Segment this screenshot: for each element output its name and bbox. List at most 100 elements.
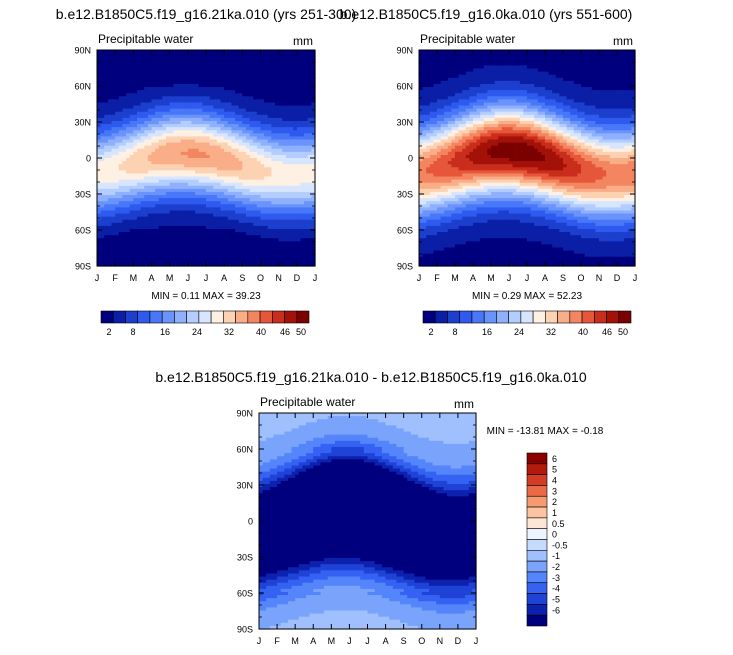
heatmap-cell xyxy=(444,83,449,88)
heatmap-cell xyxy=(444,250,449,255)
heatmap-cell xyxy=(155,77,160,82)
heatmap-cell xyxy=(451,133,456,137)
heatmap-cell xyxy=(129,219,134,224)
heatmap-cell xyxy=(209,102,214,107)
heatmap-cell xyxy=(111,65,116,70)
heatmap-cell xyxy=(264,133,269,137)
heatmap-cell xyxy=(136,170,142,175)
heatmap-cell xyxy=(126,136,131,141)
heatmap-cell xyxy=(285,216,291,221)
chart-title: b.e12.B1850C5.f19_g16.21ka.010 (yrs 251-… xyxy=(56,6,356,22)
heatmap-cell xyxy=(296,68,302,73)
heatmap-cell xyxy=(282,241,287,245)
heatmap-cell xyxy=(444,108,449,113)
heatmap-cell xyxy=(419,62,424,67)
heatmap-cell xyxy=(169,195,174,199)
heatmap-cell xyxy=(104,50,109,54)
heatmap-cell xyxy=(144,238,149,242)
heatmap-cell xyxy=(195,185,200,190)
heatmap-cell xyxy=(451,142,456,147)
heatmap-cell xyxy=(231,53,236,57)
heatmap-cell xyxy=(245,133,251,137)
heatmap-cell xyxy=(107,117,113,122)
heatmap-cell xyxy=(100,136,105,141)
heatmap-cell xyxy=(180,179,185,184)
heatmap-cell xyxy=(115,142,120,147)
heatmap-cell xyxy=(126,161,131,165)
heatmap-cell xyxy=(289,68,294,73)
heatmap-cell xyxy=(289,148,294,153)
heatmap-cell xyxy=(227,262,233,267)
heatmap-cell xyxy=(285,256,291,261)
heatmap-cell xyxy=(133,136,138,141)
heatmap-cell xyxy=(198,222,203,227)
heatmap-cell xyxy=(107,210,113,215)
heatmap-cell xyxy=(162,124,167,128)
heatmap-cell xyxy=(249,83,254,88)
heatmap-cell xyxy=(296,62,302,67)
heatmap-cell xyxy=(100,111,105,116)
heatmap-cell xyxy=(176,198,182,202)
heatmap-cell xyxy=(162,170,167,175)
heatmap-cell xyxy=(100,133,105,137)
heatmap-cell xyxy=(235,71,240,76)
heatmap-cell xyxy=(437,50,442,54)
heatmap-cell xyxy=(202,201,207,205)
heatmap-cell xyxy=(180,195,185,199)
heatmap-cell xyxy=(419,136,424,141)
heatmap-cell xyxy=(129,207,134,212)
heatmap-cell xyxy=(293,139,298,144)
heatmap-cell xyxy=(282,130,287,134)
heatmap-cell xyxy=(271,173,276,178)
heatmap-cell xyxy=(311,247,316,252)
heatmap-cell xyxy=(173,117,178,122)
heatmap-cell xyxy=(278,170,283,175)
heatmap-cell xyxy=(151,173,156,178)
heatmap-cell xyxy=(433,127,438,131)
heatmap-cell xyxy=(253,93,258,97)
heatmap-cell xyxy=(173,114,178,119)
heatmap-cell xyxy=(216,80,222,85)
heatmap-cell xyxy=(151,148,156,153)
heatmap-cell xyxy=(271,256,276,261)
heatmap-cell xyxy=(271,253,276,258)
heatmap-cell xyxy=(253,148,258,153)
heatmap-cell xyxy=(304,151,309,156)
heatmap-cell xyxy=(419,151,424,156)
heatmap-cell xyxy=(191,117,196,122)
heatmap-cell xyxy=(275,253,280,258)
heatmap-cell xyxy=(278,124,283,128)
heatmap-cell xyxy=(129,105,134,110)
heatmap-cell xyxy=(267,161,272,165)
heatmap-cell xyxy=(169,161,174,165)
heatmap-cell xyxy=(282,59,287,63)
heatmap-cell xyxy=(264,142,269,147)
heatmap-cell xyxy=(184,151,189,156)
heatmap-cell xyxy=(296,167,302,171)
heatmap-cell xyxy=(444,216,449,221)
heatmap-cell xyxy=(166,139,171,144)
heatmap-cell xyxy=(231,161,236,165)
heatmap-cell xyxy=(173,164,178,168)
heatmap-cell xyxy=(220,105,225,110)
heatmap-cell xyxy=(293,124,298,128)
heatmap-cell xyxy=(191,228,196,233)
heatmap-cell xyxy=(176,154,182,159)
heatmap-cell xyxy=(282,188,287,193)
heatmap-cell xyxy=(282,167,287,171)
heatmap-cell xyxy=(97,62,102,67)
heatmap-cell xyxy=(311,130,316,134)
heatmap-cell xyxy=(238,222,243,227)
heatmap-cell xyxy=(278,145,283,150)
heatmap-cell xyxy=(307,145,312,150)
heatmap-cell xyxy=(293,222,298,227)
heatmap-cell xyxy=(133,148,138,153)
heatmap-cell xyxy=(296,71,302,76)
heatmap-cell xyxy=(220,238,225,242)
heatmap-cell xyxy=(307,62,312,67)
heatmap-cell xyxy=(198,185,203,190)
heatmap-cell xyxy=(162,176,167,181)
heatmap-cell xyxy=(216,65,222,70)
heatmap-cell xyxy=(187,142,193,147)
heatmap-cell xyxy=(235,59,240,63)
